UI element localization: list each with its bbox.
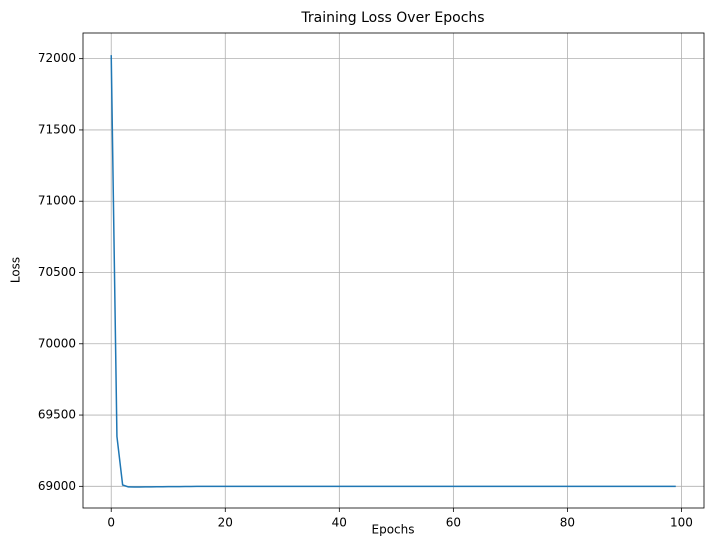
x-tick-label: 80 bbox=[560, 516, 575, 530]
y-tick-label: 72000 bbox=[38, 51, 76, 65]
x-tick-label: 40 bbox=[332, 516, 347, 530]
y-tick-label: 71000 bbox=[38, 194, 76, 208]
x-axis-label: Epochs bbox=[372, 523, 415, 537]
plot-frame bbox=[82, 32, 705, 509]
y-axis-label: Loss bbox=[9, 257, 23, 283]
chart-title: Training Loss Over Epochs bbox=[300, 10, 484, 26]
y-tick-label: 71500 bbox=[38, 122, 76, 136]
y-tick-label: 69500 bbox=[38, 408, 76, 422]
x-tick-label: 0 bbox=[107, 516, 115, 530]
y-tick-label: 70000 bbox=[38, 336, 76, 350]
x-tick-label: 20 bbox=[218, 516, 233, 530]
y-tick-label: 69000 bbox=[38, 479, 76, 493]
y-tick-label: 70500 bbox=[38, 265, 76, 279]
line bbox=[110, 55, 676, 488]
x-tick-label: 60 bbox=[446, 516, 461, 530]
x-tick-label: 100 bbox=[670, 516, 693, 530]
